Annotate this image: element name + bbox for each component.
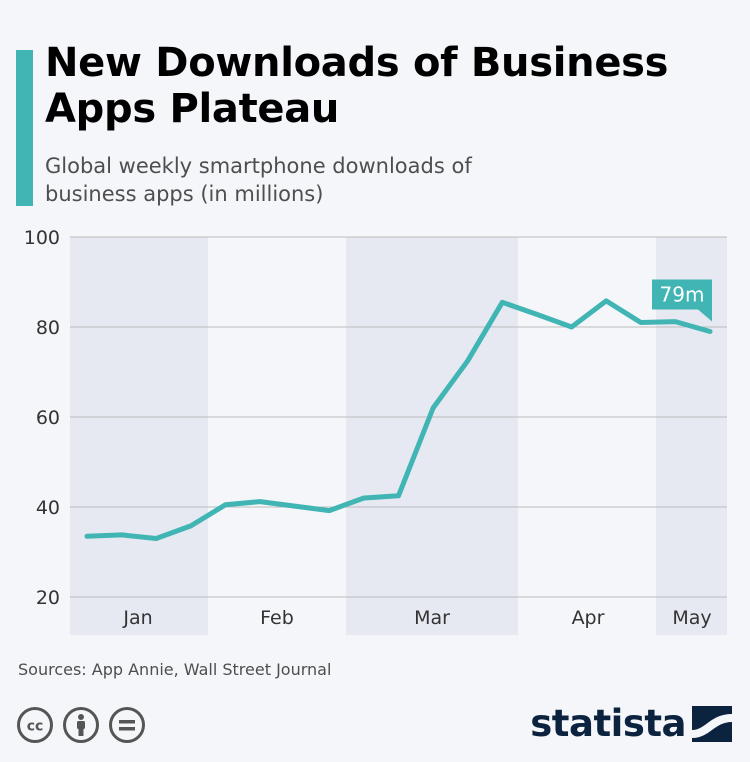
- cc-icon[interactable]: cc: [16, 706, 54, 744]
- svg-text:cc: cc: [27, 719, 44, 735]
- y-tick-label-40: 40: [36, 497, 60, 519]
- annotation-box: [652, 279, 712, 310]
- x-tick-label-apr: Apr: [572, 607, 605, 629]
- y-tick-label-80: 80: [36, 317, 60, 339]
- series-line: [84, 298, 713, 541]
- chart-title: New Downloads of Business Apps Plateau: [45, 40, 669, 132]
- line-chart: 20 40 60 80 100 Jan Feb Mar Apr May 79m: [24, 227, 727, 635]
- y-tick-label-60: 60: [36, 407, 60, 429]
- logo-text: statista: [530, 702, 686, 745]
- license-icons: cc: [16, 706, 146, 744]
- x-tick-label-feb: Feb: [260, 607, 294, 629]
- statista-logo-mark-icon: [692, 705, 732, 742]
- y-tick-label-100: 100: [24, 227, 60, 249]
- x-tick-label-mar: Mar: [414, 607, 450, 629]
- month-band-1: [70, 237, 208, 635]
- attribution-icon[interactable]: [62, 706, 100, 744]
- annotation-label: 79m: [660, 283, 705, 307]
- source-note: Sources: App Annie, Wall Street Journal: [18, 660, 332, 679]
- accent-bar: [16, 50, 33, 206]
- x-tick-label-jan: Jan: [122, 607, 152, 629]
- annotation-pointer: [698, 309, 712, 322]
- chart-subtitle: Global weekly smartphone downloads of bu…: [45, 154, 472, 206]
- no-derivatives-icon[interactable]: [108, 706, 146, 744]
- x-tick-label-may: May: [672, 607, 711, 629]
- month-band-2: [346, 237, 518, 635]
- statista-logo[interactable]: statista: [530, 702, 732, 745]
- y-tick-label-20: 20: [36, 587, 60, 609]
